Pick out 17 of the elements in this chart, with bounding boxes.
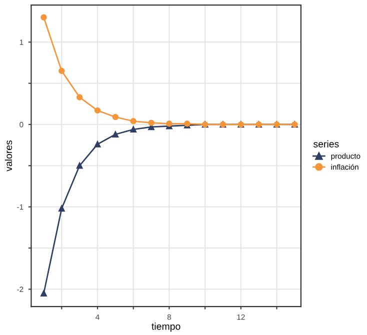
point <box>40 14 47 21</box>
point <box>58 205 65 212</box>
point <box>112 131 119 138</box>
point <box>94 107 101 114</box>
x-axis-title: tiempo <box>152 322 180 332</box>
point <box>94 141 101 148</box>
point <box>148 120 154 126</box>
point <box>58 68 65 74</box>
point <box>166 120 172 127</box>
point <box>76 94 83 100</box>
point <box>130 118 136 124</box>
point <box>112 114 119 120</box>
y-axis-title: valores <box>4 140 12 172</box>
legend-title: series <box>313 140 339 148</box>
point <box>76 162 83 169</box>
point <box>40 290 47 296</box>
point <box>130 126 136 133</box>
